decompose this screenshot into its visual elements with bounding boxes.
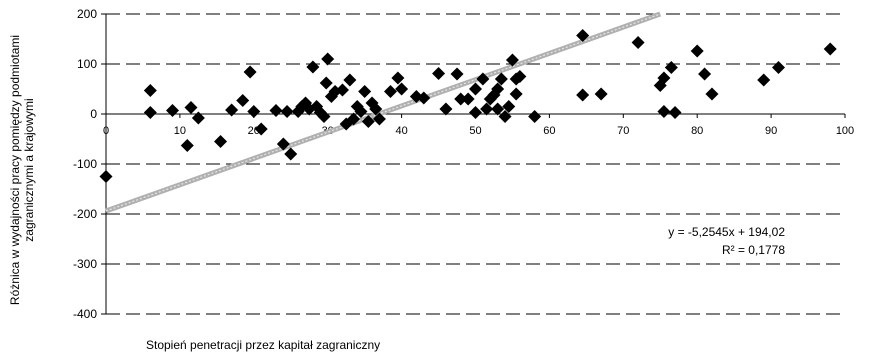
data-point-49 bbox=[461, 92, 475, 106]
y-tick-label-200: 200 bbox=[77, 7, 97, 21]
data-point-5 bbox=[184, 101, 198, 114]
data-point-53 bbox=[480, 102, 494, 116]
x-tick-label-70: 70 bbox=[617, 125, 629, 137]
data-point-41 bbox=[391, 71, 405, 85]
data-point-47 bbox=[450, 67, 464, 81]
data-point-15 bbox=[280, 105, 294, 118]
data-point-38 bbox=[369, 102, 383, 116]
data-point-21 bbox=[306, 60, 320, 74]
data-point-75 bbox=[690, 44, 704, 58]
data-point-73 bbox=[664, 61, 678, 74]
y-tick-label--300: -300 bbox=[73, 257, 97, 271]
data-point-46 bbox=[439, 102, 453, 116]
data-point-68 bbox=[594, 87, 608, 101]
data-point-52 bbox=[476, 72, 490, 86]
data-point-64 bbox=[513, 70, 527, 83]
data-point-29 bbox=[335, 83, 349, 97]
data-point-39 bbox=[372, 112, 386, 126]
x-tick-label-0: 0 bbox=[103, 125, 109, 137]
data-point-9 bbox=[236, 94, 250, 107]
data-point-12 bbox=[254, 122, 268, 136]
data-point-1 bbox=[143, 84, 157, 97]
y-axis-title-line-1: Różnica w wydajności pracy pomiędzy podm… bbox=[8, 34, 22, 306]
data-point-36 bbox=[361, 115, 375, 128]
y-axis-title: Różnica w wydajności pracy pomiędzy podm… bbox=[2, 12, 42, 328]
data-point-72 bbox=[657, 105, 671, 118]
data-point-10 bbox=[243, 65, 257, 79]
data-point-25 bbox=[319, 76, 333, 90]
data-point-32 bbox=[347, 112, 361, 126]
data-point-59 bbox=[498, 110, 512, 123]
data-point-60 bbox=[502, 100, 516, 113]
x-tick-label-10: 10 bbox=[174, 125, 186, 137]
data-point-42 bbox=[395, 82, 409, 96]
data-point-3 bbox=[166, 104, 180, 117]
data-point-40 bbox=[384, 85, 398, 98]
data-point-71 bbox=[657, 71, 671, 85]
data-point-63 bbox=[509, 87, 523, 101]
data-point-44 bbox=[417, 91, 431, 105]
y-axis-title-line-2: zagranicznymi a krajowymi bbox=[22, 98, 36, 242]
x-tick-label-50: 50 bbox=[469, 125, 481, 137]
data-point-13 bbox=[269, 104, 283, 117]
data-point-61 bbox=[505, 53, 519, 67]
y-tick-label--100: -100 bbox=[73, 157, 97, 171]
data-point-50 bbox=[469, 106, 482, 119]
data-point-79 bbox=[771, 61, 785, 74]
data-point-24 bbox=[317, 110, 331, 123]
data-point-14 bbox=[276, 137, 290, 151]
trendline-r-squared: R² = 0,1778 bbox=[721, 243, 785, 257]
data-point-48 bbox=[454, 92, 468, 106]
y-tick-label-0: 0 bbox=[90, 107, 97, 121]
data-point-0 bbox=[99, 170, 113, 183]
data-point-11 bbox=[247, 105, 261, 118]
data-point-80 bbox=[823, 42, 837, 56]
data-point-51 bbox=[469, 82, 482, 96]
trendline-equation: y = -5,2545x + 194,02 bbox=[668, 225, 785, 239]
trendline-equation-box: y = -5,2545x + 194,02 R² = 0,1778 bbox=[668, 223, 785, 259]
data-point-76 bbox=[698, 67, 712, 81]
x-axis-title: Stopień penetracji przez kapitał zagrani… bbox=[146, 338, 381, 352]
data-point-57 bbox=[491, 82, 505, 96]
data-point-58 bbox=[494, 72, 508, 86]
data-point-66 bbox=[576, 29, 590, 42]
data-point-7 bbox=[214, 135, 228, 148]
data-point-26 bbox=[321, 52, 335, 66]
y-tick-label--400: -400 bbox=[73, 307, 97, 321]
data-point-69 bbox=[631, 36, 645, 49]
data-point-74 bbox=[668, 106, 682, 119]
data-point-2 bbox=[143, 106, 157, 119]
data-point-35 bbox=[358, 85, 372, 98]
data-point-67 bbox=[576, 88, 590, 102]
x-tick-label-100: 100 bbox=[836, 125, 854, 137]
data-point-6 bbox=[191, 111, 205, 125]
data-point-31 bbox=[343, 73, 357, 87]
data-point-4 bbox=[180, 139, 194, 152]
data-point-78 bbox=[757, 73, 771, 87]
data-point-16 bbox=[284, 147, 298, 161]
x-tick-label-90: 90 bbox=[765, 125, 777, 137]
trendline bbox=[105, 11, 661, 214]
data-point-77 bbox=[705, 87, 719, 101]
data-point-56 bbox=[491, 102, 505, 116]
x-tick-label-40: 40 bbox=[395, 125, 407, 137]
data-point-8 bbox=[225, 103, 239, 117]
y-tick-label--200: -200 bbox=[73, 207, 97, 221]
x-tick-label-80: 80 bbox=[691, 125, 703, 137]
x-tick-label-60: 60 bbox=[543, 125, 555, 137]
data-point-65 bbox=[528, 110, 542, 123]
y-tick-label-100: 100 bbox=[77, 57, 97, 71]
data-point-34 bbox=[354, 105, 368, 118]
data-point-45 bbox=[432, 67, 446, 80]
